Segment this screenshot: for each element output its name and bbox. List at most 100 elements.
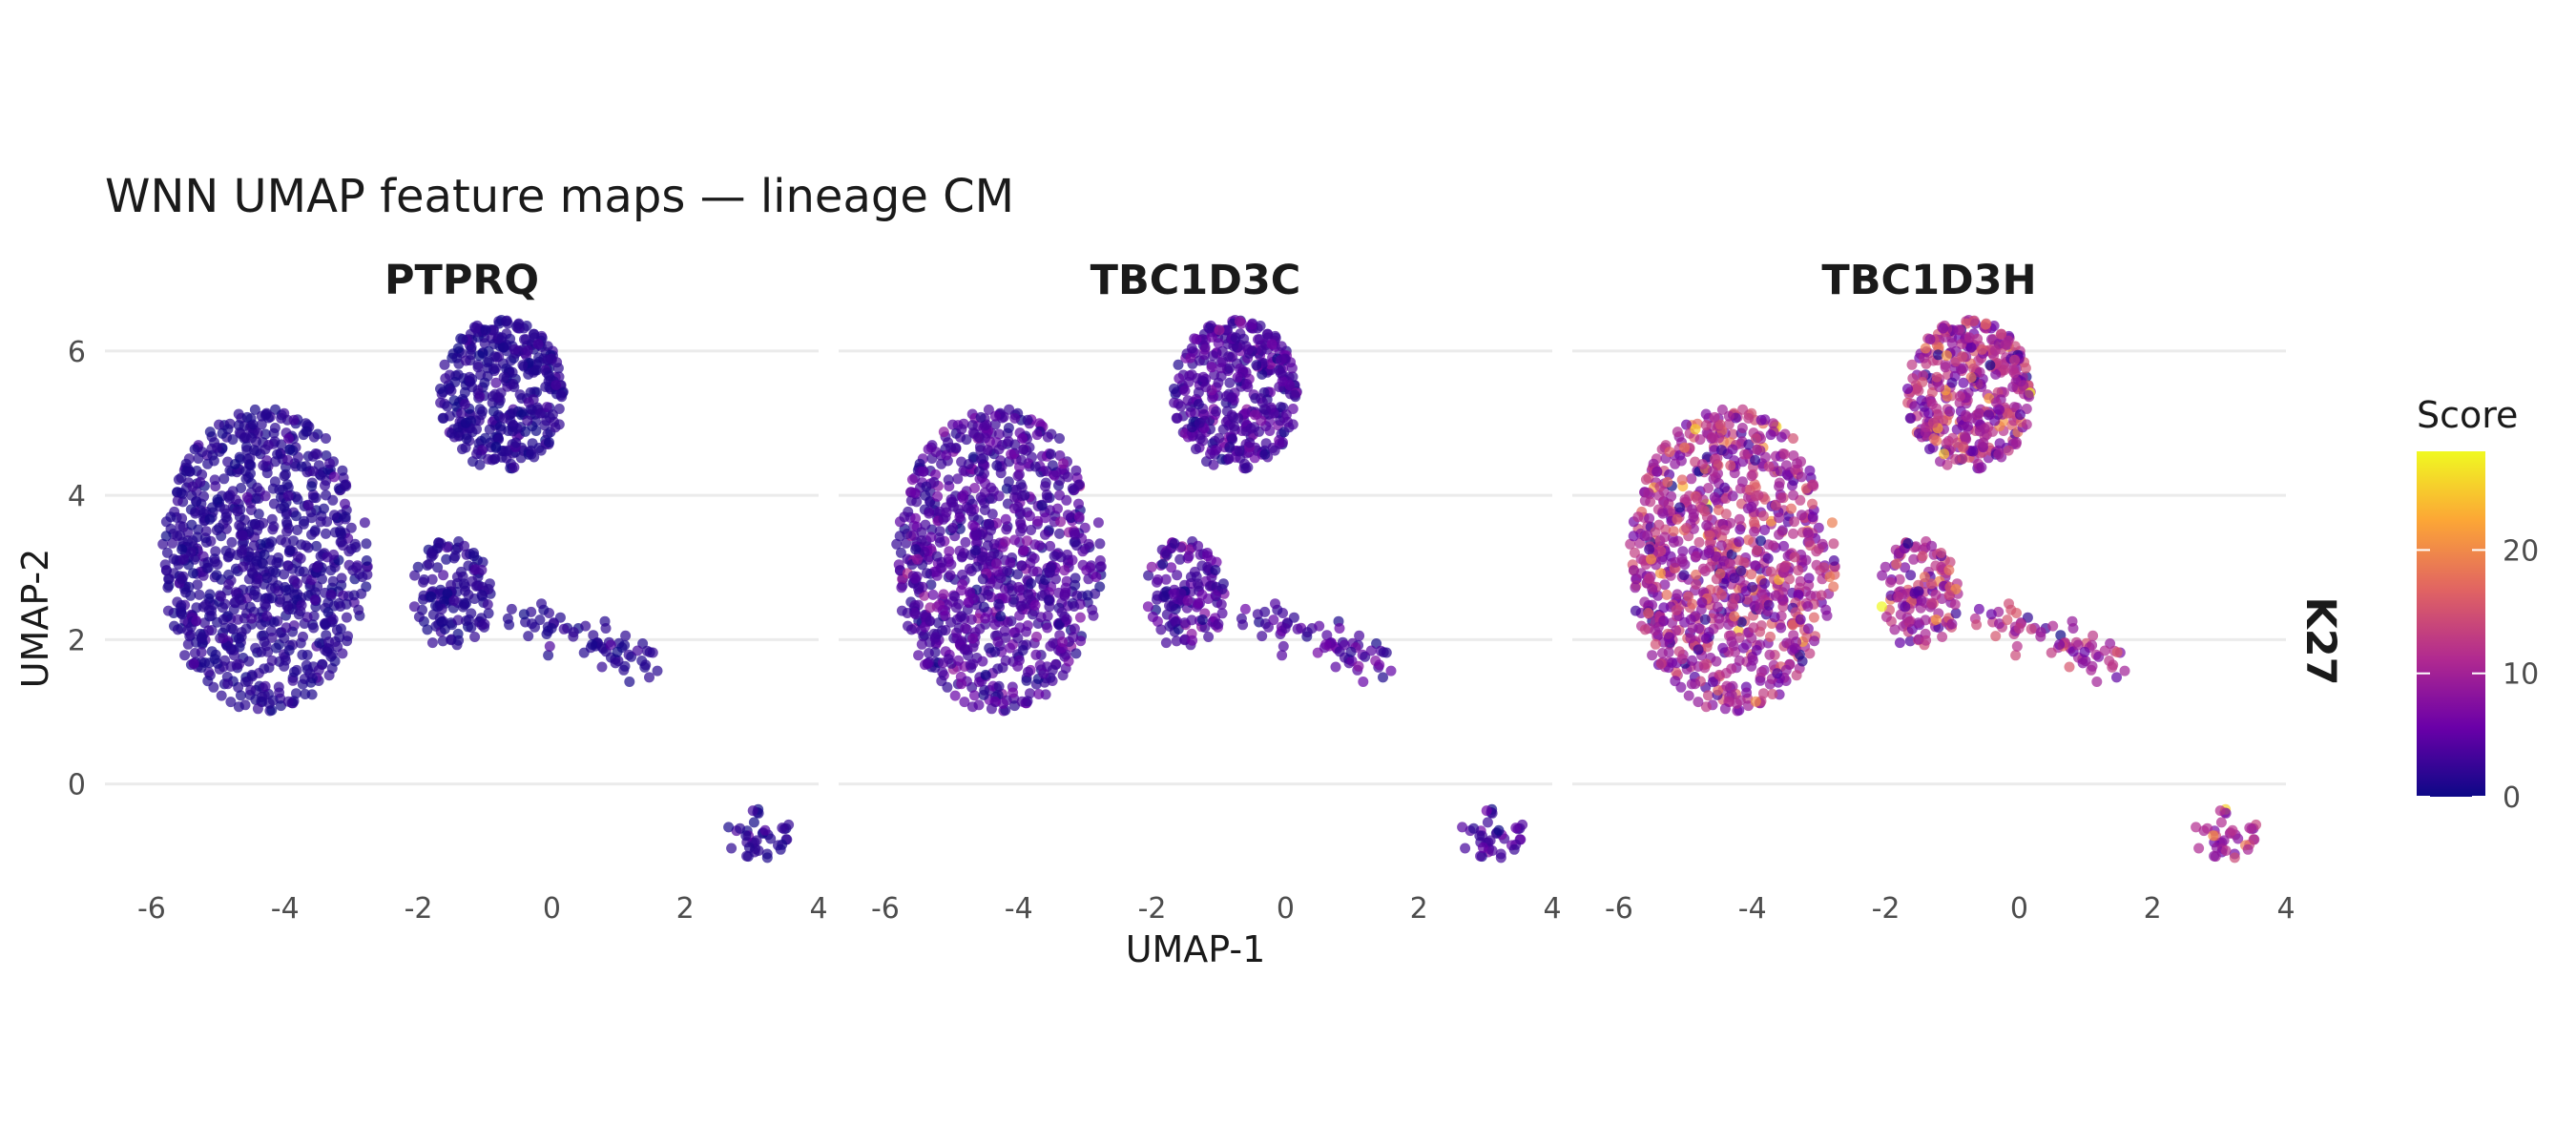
point (1677, 546, 1689, 557)
point (947, 419, 958, 430)
point (263, 697, 275, 709)
point (1699, 614, 1711, 625)
point (211, 570, 222, 581)
point (2244, 822, 2255, 834)
point (161, 547, 173, 558)
point (192, 531, 203, 543)
point (1213, 618, 1224, 630)
point (1354, 630, 1365, 641)
point (2227, 824, 2238, 836)
point (1003, 423, 1014, 433)
point (1725, 558, 1735, 570)
point (1062, 471, 1073, 483)
point (1040, 481, 1051, 492)
point (1652, 466, 1663, 477)
point (2119, 665, 2130, 677)
point (1094, 555, 1106, 566)
point (1944, 556, 1956, 568)
point (216, 591, 227, 602)
point (1796, 471, 1807, 483)
point (306, 481, 318, 492)
point (1893, 592, 1904, 602)
point (1320, 639, 1332, 650)
point (1802, 527, 1814, 538)
point (966, 701, 978, 713)
point (188, 658, 199, 670)
point (1642, 530, 1653, 541)
point (1002, 616, 1013, 628)
point (284, 444, 296, 455)
point (517, 360, 529, 371)
point (605, 639, 616, 651)
point (1251, 360, 1262, 371)
point (1216, 608, 1228, 619)
point (1262, 328, 1274, 340)
point (2099, 645, 2110, 656)
point (1726, 636, 1737, 648)
point (1686, 473, 1697, 485)
point (233, 420, 244, 431)
point (580, 620, 592, 632)
point (509, 344, 520, 355)
point (261, 572, 273, 584)
point (508, 379, 519, 389)
point (956, 424, 967, 435)
point (913, 650, 924, 661)
point (1750, 454, 1761, 466)
point (281, 600, 293, 612)
point (1644, 544, 1655, 555)
point (1731, 697, 1742, 709)
point (987, 509, 998, 520)
point (282, 490, 294, 502)
point (308, 622, 320, 634)
point (1994, 405, 2005, 415)
point (1764, 649, 1776, 660)
point (241, 445, 253, 456)
point (1968, 316, 1979, 327)
point (210, 546, 221, 557)
point (943, 654, 954, 665)
point (282, 454, 294, 466)
point (1694, 434, 1706, 446)
point (1661, 589, 1672, 600)
point (1990, 368, 2002, 380)
point (1774, 481, 1785, 492)
point (256, 410, 267, 422)
point (219, 655, 231, 666)
point (2242, 843, 2254, 855)
point (1016, 560, 1028, 572)
point (1493, 824, 1505, 836)
point (1693, 536, 1705, 548)
point (1070, 465, 1082, 476)
point (1257, 631, 1268, 642)
point (991, 460, 1003, 471)
point (489, 453, 501, 465)
point (182, 638, 194, 650)
point (1159, 548, 1171, 559)
point (544, 640, 555, 652)
point (509, 462, 520, 473)
point (191, 602, 202, 614)
point (1070, 648, 1082, 659)
point (1958, 363, 1969, 374)
panel-title-ptprq: PTPRQ (384, 257, 539, 304)
point (301, 612, 313, 623)
point (1210, 565, 1221, 575)
point (1175, 401, 1187, 412)
point (476, 565, 488, 575)
point (993, 444, 1005, 455)
point (1769, 612, 1780, 623)
point (938, 513, 949, 525)
point (1696, 596, 1708, 608)
point (1789, 552, 1800, 563)
point (1174, 373, 1185, 385)
point (176, 488, 187, 498)
point (1374, 659, 1385, 671)
point (282, 560, 294, 572)
point (302, 500, 314, 511)
point (1268, 407, 1279, 419)
point (280, 622, 292, 634)
point (510, 437, 522, 448)
point (1288, 612, 1299, 623)
point (914, 458, 925, 469)
